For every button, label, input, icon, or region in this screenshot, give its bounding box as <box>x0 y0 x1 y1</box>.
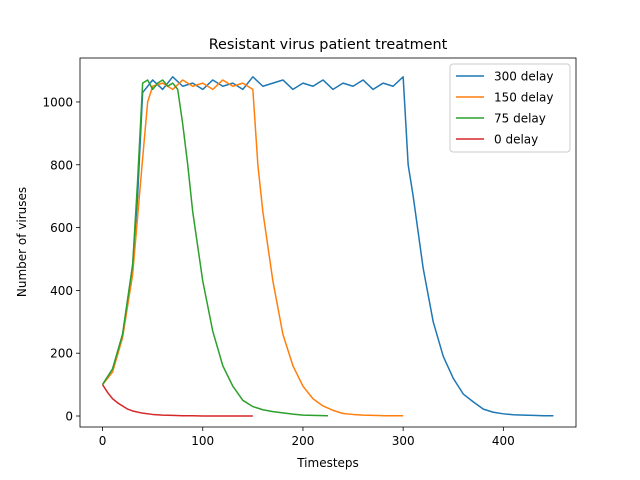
chart-title: Resistant virus patient treatment <box>209 37 448 53</box>
legend-label: 75 delay <box>494 112 546 126</box>
series-line-3 <box>101 384 253 417</box>
x-axis-label: Timesteps <box>296 456 359 470</box>
y-tick-label: 600 <box>50 221 73 235</box>
y-tick-label: 1000 <box>42 95 73 109</box>
series-line-0 <box>101 76 554 417</box>
y-tick-label: 400 <box>50 284 73 298</box>
legend-label: 0 delay <box>494 133 538 147</box>
x-tick-label: 100 <box>191 434 214 448</box>
y-tick-label: 0 <box>65 410 73 424</box>
y-axis-ticks: 0 200 400 600 800 1000 <box>42 95 80 424</box>
x-axis-ticks: 0 100 200 300 400 <box>99 427 515 448</box>
legend-label: 300 delay <box>494 70 554 84</box>
x-tick-label: 300 <box>392 434 415 448</box>
series-line-1 <box>101 79 404 417</box>
legend-box <box>449 63 571 153</box>
legend-label: 150 delay <box>494 91 554 105</box>
y-axis-label: Number of viruses <box>15 187 29 297</box>
x-tick-label: 200 <box>291 434 314 448</box>
y-tick-label: 200 <box>50 347 73 361</box>
plot-lines <box>101 76 554 417</box>
y-tick-label: 800 <box>50 158 73 172</box>
series-line-2 <box>101 79 329 417</box>
x-tick-label: 400 <box>492 434 515 448</box>
legend: 300 delay 150 delay 75 delay 0 delay <box>449 63 571 153</box>
x-tick-label: 0 <box>99 434 107 448</box>
plot-frame <box>79 57 577 428</box>
